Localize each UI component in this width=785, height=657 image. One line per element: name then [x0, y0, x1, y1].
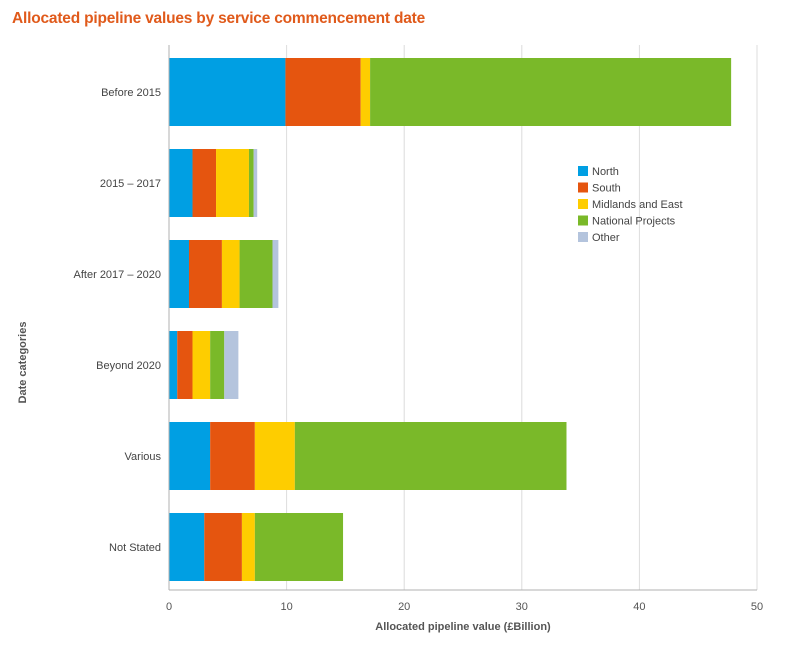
bar-segment-national-projects — [254, 513, 344, 581]
axes: 0 10 20 30 40 50 Before 2015 2015 – 2017 After 2… — [74, 45, 763, 613]
bar-segment-north — [169, 58, 286, 126]
legend-label: South — [592, 183, 621, 195]
bar-segment-other — [253, 149, 258, 217]
bar-segment-midlands-and-east — [192, 331, 211, 399]
bar-segment-national-projects — [248, 149, 254, 217]
bar-segment-national-projects — [370, 58, 732, 126]
legend-label: National Projects — [592, 216, 676, 228]
bar-group — [169, 240, 279, 308]
x-tick-label: 0 — [166, 601, 172, 613]
x-tick-label: 30 — [516, 601, 528, 613]
y-category-label: Before 2015 — [101, 87, 161, 99]
bar-segment-south — [188, 240, 222, 308]
bars — [169, 58, 732, 581]
bar-segment-south — [204, 513, 242, 581]
legend-label: North — [592, 166, 619, 178]
y-category-label: Various — [125, 451, 162, 463]
y-axis-title: Date categories — [17, 322, 29, 404]
y-category-label: Beyond 2020 — [96, 360, 161, 372]
chart-title: Allocated pipeline values by service com… — [12, 10, 426, 27]
x-tick-label: 10 — [280, 601, 292, 613]
x-tick-label: 20 — [398, 601, 410, 613]
legend-label: Other — [592, 232, 620, 244]
bar-segment-midlands-and-east — [221, 240, 240, 308]
bar-segment-midlands-and-east — [360, 58, 371, 126]
legend-swatch — [578, 215, 588, 226]
legend-swatch — [578, 232, 588, 242]
bar-segment-midlands-and-east — [254, 422, 295, 490]
bar-segment-north — [169, 513, 205, 581]
bar-segment-other — [272, 240, 279, 308]
bar-group — [169, 513, 344, 581]
bar-segment-north — [169, 422, 211, 490]
bar-segment-north — [169, 149, 193, 217]
legend: North South Midlands and East National Proj… — [578, 166, 683, 244]
x-tick-label: 40 — [633, 601, 645, 613]
x-tick-label: 50 — [751, 601, 763, 613]
bar-segment-south — [192, 149, 217, 217]
y-category-label: After 2017 – 2020 — [74, 269, 161, 281]
bar-segment-midlands-and-east — [216, 149, 249, 217]
bar-segment-north — [169, 331, 178, 399]
bar-group — [169, 331, 239, 399]
bar-group — [169, 58, 732, 126]
legend-swatch — [578, 166, 588, 176]
x-axis-title: Allocated pipeline value (£Billion) — [375, 621, 551, 633]
y-category-label: 2015 – 2017 — [100, 178, 161, 190]
bar-group — [169, 149, 258, 217]
legend-swatch — [578, 182, 588, 193]
legend-swatch — [578, 199, 588, 209]
bar-segment-national-projects — [239, 240, 273, 308]
grid-lines — [286, 45, 758, 590]
y-category-label: Not Stated — [109, 542, 161, 554]
bar-segment-south — [285, 58, 361, 126]
bar-segment-south — [210, 422, 255, 490]
bar-segment-south — [177, 331, 193, 399]
bar-group — [169, 422, 567, 490]
bar-segment-midlands-and-east — [241, 513, 255, 581]
legend-label: Midlands and East — [592, 199, 683, 211]
bar-segment-north — [169, 240, 189, 308]
bar-segment-national-projects — [294, 422, 567, 490]
bar-segment-national-projects — [210, 331, 225, 399]
bar-segment-other — [224, 331, 239, 399]
